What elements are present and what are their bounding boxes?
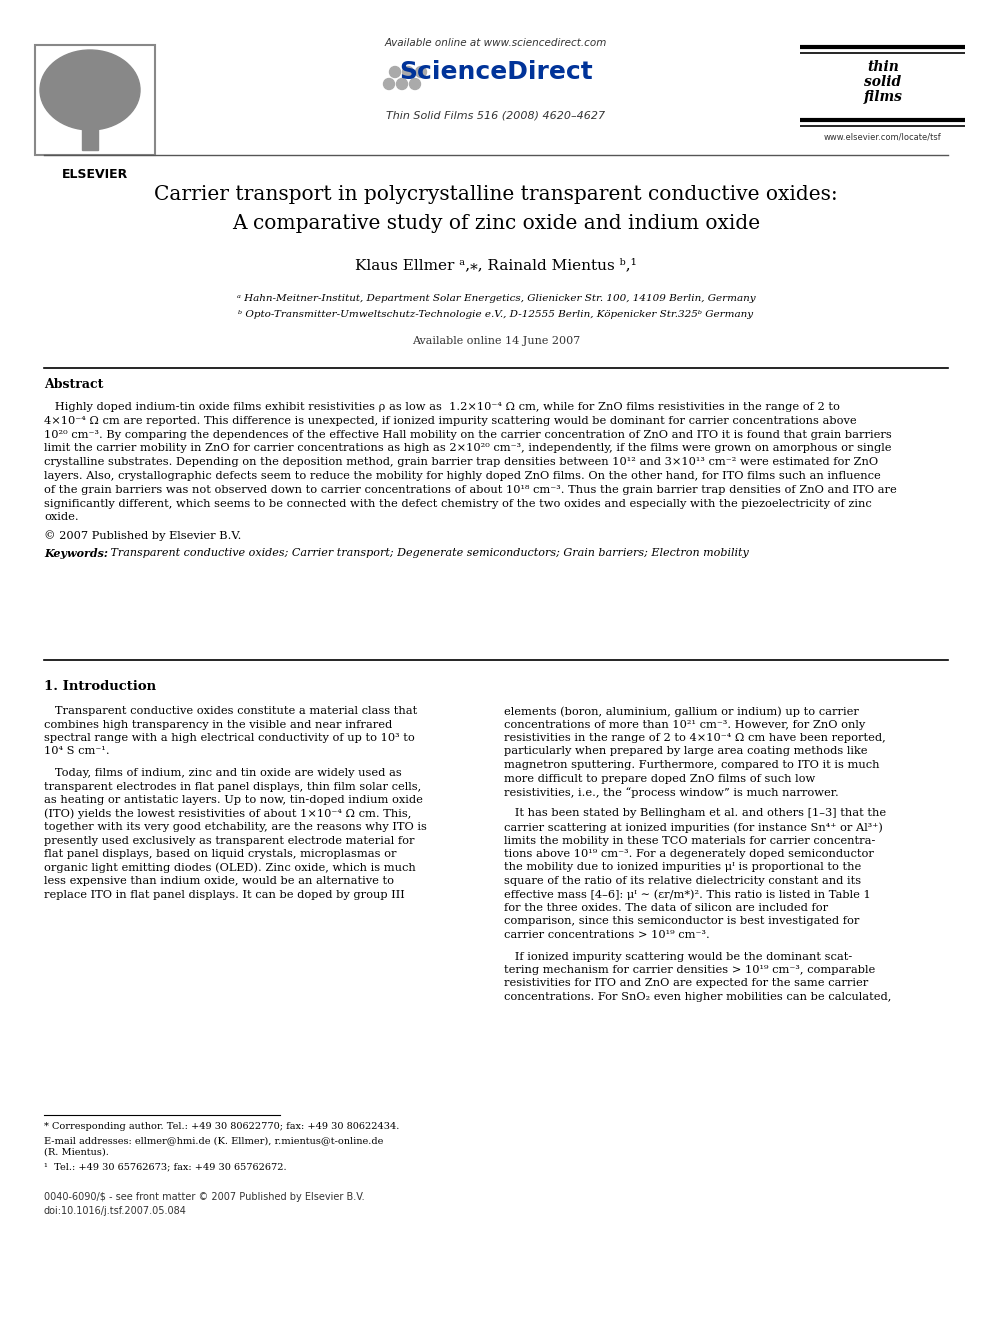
Circle shape	[410, 78, 421, 90]
Text: Highly doped indium-tin oxide films exhibit resistivities ρ as low as  1.2×10⁻⁴ : Highly doped indium-tin oxide films exhi…	[44, 402, 840, 411]
Text: 10⁴ S cm⁻¹.: 10⁴ S cm⁻¹.	[44, 746, 110, 757]
Circle shape	[403, 66, 414, 78]
Text: elements (boron, aluminium, gallium or indium) up to carrier: elements (boron, aluminium, gallium or i…	[504, 706, 859, 717]
Text: limit the carrier mobility in ZnO for carrier concentrations as high as 2×10²⁰ c: limit the carrier mobility in ZnO for ca…	[44, 443, 892, 454]
Text: concentrations. For SnO₂ even higher mobilities can be calculated,: concentrations. For SnO₂ even higher mob…	[504, 992, 892, 1002]
Text: ¹  Tel.: +49 30 65762673; fax: +49 30 65762672.: ¹ Tel.: +49 30 65762673; fax: +49 30 657…	[44, 1162, 287, 1171]
Text: transparent electrodes in flat panel displays, thin film solar cells,: transparent electrodes in flat panel dis…	[44, 782, 422, 791]
Text: magnetron sputtering. Furthermore, compared to ITO it is much: magnetron sputtering. Furthermore, compa…	[504, 759, 880, 770]
Text: 1. Introduction: 1. Introduction	[44, 680, 156, 693]
Text: Transparent conductive oxides; Carrier transport; Degenerate semiconductors; Gra: Transparent conductive oxides; Carrier t…	[107, 548, 749, 558]
Text: ELSEVIER: ELSEVIER	[62, 168, 128, 181]
Text: significantly different, which seems to be connected with the defect chemistry o: significantly different, which seems to …	[44, 499, 872, 508]
Circle shape	[390, 66, 401, 78]
Text: tions above 10¹⁹ cm⁻³. For a degenerately doped semiconductor: tions above 10¹⁹ cm⁻³. For a degeneratel…	[504, 849, 874, 859]
Text: replace ITO in flat panel displays. It can be doped by group III: replace ITO in flat panel displays. It c…	[44, 889, 405, 900]
Text: resistivities, i.e., the “process window” is much narrower.: resistivities, i.e., the “process window…	[504, 787, 839, 798]
Text: carrier scattering at ionized impurities (for instance Sn⁴⁺ or Al³⁺): carrier scattering at ionized impurities…	[504, 822, 883, 832]
Text: for the three oxides. The data of silicon are included for: for the three oxides. The data of silico…	[504, 904, 828, 913]
Text: particularly when prepared by large area coating methods like: particularly when prepared by large area…	[504, 746, 867, 757]
Text: less expensive than indium oxide, would be an alternative to: less expensive than indium oxide, would …	[44, 876, 394, 886]
Text: Carrier transport in polycrystalline transparent conductive oxides:: Carrier transport in polycrystalline tra…	[154, 185, 838, 204]
Text: effective mass [4–6]: μᴵ ∼ (εr/m*)². This ratio is listed in Table 1: effective mass [4–6]: μᴵ ∼ (εr/m*)². Thi…	[504, 889, 871, 900]
Text: 4×10⁻⁴ Ω cm are reported. This difference is unexpected, if ionized impurity sca: 4×10⁻⁴ Ω cm are reported. This differenc…	[44, 415, 857, 426]
Circle shape	[416, 66, 427, 78]
Text: spectral range with a high electrical conductivity of up to 10³ to: spectral range with a high electrical co…	[44, 733, 415, 744]
Text: oxide.: oxide.	[44, 512, 78, 523]
Text: the mobility due to ionized impurities μᴵ is proportional to the: the mobility due to ionized impurities μ…	[504, 863, 861, 872]
Bar	[35, 45, 155, 155]
Text: Available online at www.sciencedirect.com: Available online at www.sciencedirect.co…	[385, 38, 607, 48]
Text: resistivities for ITO and ZnO are expected for the same carrier: resistivities for ITO and ZnO are expect…	[504, 979, 868, 988]
Text: If ionized impurity scattering would be the dominant scat-: If ionized impurity scattering would be …	[504, 951, 852, 962]
Text: concentrations of more than 10²¹ cm⁻³. However, for ZnO only: concentrations of more than 10²¹ cm⁻³. H…	[504, 720, 865, 729]
Text: as heating or antistatic layers. Up to now, tin-doped indium oxide: as heating or antistatic layers. Up to n…	[44, 795, 423, 804]
Text: comparison, since this semiconductor is best investigated for: comparison, since this semiconductor is …	[504, 917, 859, 926]
Text: A comparative study of zinc oxide and indium oxide: A comparative study of zinc oxide and in…	[232, 214, 760, 233]
Text: 0040-6090/$ - see front matter © 2007 Published by Elsevier B.V.: 0040-6090/$ - see front matter © 2007 Pu…	[44, 1192, 365, 1203]
Text: (R. Mientus).: (R. Mientus).	[44, 1148, 109, 1158]
Text: Transparent conductive oxides constitute a material class that: Transparent conductive oxides constitute…	[44, 706, 418, 716]
Text: ᵇ Opto-Transmitter-Umweltschutz-Technologie e.V., D-12555 Berlin, Köpenicker Str: ᵇ Opto-Transmitter-Umweltschutz-Technolo…	[238, 310, 754, 319]
Text: Available online 14 June 2007: Available online 14 June 2007	[412, 336, 580, 347]
Text: organic light emitting diodes (OLED). Zinc oxide, which is much: organic light emitting diodes (OLED). Zi…	[44, 863, 416, 873]
Text: resistivities in the range of 2 to 4×10⁻⁴ Ω cm have been reported,: resistivities in the range of 2 to 4×10⁻…	[504, 733, 886, 744]
Circle shape	[397, 78, 408, 90]
Text: Keywords:: Keywords:	[44, 548, 108, 560]
Circle shape	[384, 78, 395, 90]
Text: of the grain barriers was not observed down to carrier concentrations of about 1: of the grain barriers was not observed d…	[44, 484, 897, 495]
Text: 10²⁰ cm⁻³. By comparing the dependences of the effective Hall mobility on the ca: 10²⁰ cm⁻³. By comparing the dependences …	[44, 430, 892, 439]
Text: www.elsevier.com/locate/tsf: www.elsevier.com/locate/tsf	[824, 132, 941, 142]
Text: It has been stated by Bellingham et al. and others [1–3] that the: It has been stated by Bellingham et al. …	[504, 808, 886, 819]
Text: layers. Also, crystallographic defects seem to reduce the mobility for highly do: layers. Also, crystallographic defects s…	[44, 471, 881, 482]
Text: together with its very good etchability, are the reasons why ITO is: together with its very good etchability,…	[44, 822, 427, 832]
Text: square of the ratio of its relative dielectricity constant and its: square of the ratio of its relative diel…	[504, 876, 861, 886]
Text: doi:10.1016/j.tsf.2007.05.084: doi:10.1016/j.tsf.2007.05.084	[44, 1207, 186, 1216]
Text: E-mail addresses: ellmer@hmi.de (K. Ellmer), r.mientus@t-online.de: E-mail addresses: ellmer@hmi.de (K. Ellm…	[44, 1136, 383, 1144]
Ellipse shape	[40, 50, 140, 130]
Text: crystalline substrates. Depending on the deposition method, grain barrier trap d: crystalline substrates. Depending on the…	[44, 458, 878, 467]
Text: Thin Solid Films 516 (2008) 4620–4627: Thin Solid Films 516 (2008) 4620–4627	[387, 110, 605, 120]
Text: presently used exclusively as transparent electrode material for: presently used exclusively as transparen…	[44, 836, 415, 845]
Text: ScienceDirect: ScienceDirect	[399, 60, 593, 83]
Text: carrier concentrations > 10¹⁹ cm⁻³.: carrier concentrations > 10¹⁹ cm⁻³.	[504, 930, 709, 941]
Text: combines high transparency in the visible and near infrared: combines high transparency in the visibl…	[44, 720, 392, 729]
Text: Klaus Ellmer ᵃ,⁎, Rainald Mientus ᵇ,¹: Klaus Ellmer ᵃ,⁎, Rainald Mientus ᵇ,¹	[355, 258, 637, 273]
Text: * Corresponding author. Tel.: +49 30 80622770; fax: +49 30 80622434.: * Corresponding author. Tel.: +49 30 806…	[44, 1122, 400, 1131]
Text: ᵃ Hahn-Meitner-Institut, Department Solar Energetics, Glienicker Str. 100, 14109: ᵃ Hahn-Meitner-Institut, Department Sola…	[237, 294, 755, 303]
Text: flat panel displays, based on liquid crystals, microplasmas or: flat panel displays, based on liquid cry…	[44, 849, 397, 859]
Text: thin
solid
films: thin solid films	[864, 60, 903, 105]
Text: Abstract: Abstract	[44, 378, 103, 392]
Text: tering mechanism for carrier densities > 10¹⁹ cm⁻³, comparable: tering mechanism for carrier densities >…	[504, 964, 875, 975]
Text: © 2007 Published by Elsevier B.V.: © 2007 Published by Elsevier B.V.	[44, 531, 241, 541]
Text: more difficult to prepare doped ZnO films of such low: more difficult to prepare doped ZnO film…	[504, 774, 815, 783]
Bar	[82, 124, 98, 149]
Text: limits the mobility in these TCO materials for carrier concentra-: limits the mobility in these TCO materia…	[504, 836, 875, 845]
Text: (ITO) yields the lowest resistivities of about 1×10⁻⁴ Ω cm. This,: (ITO) yields the lowest resistivities of…	[44, 808, 412, 819]
Text: Today, films of indium, zinc and tin oxide are widely used as: Today, films of indium, zinc and tin oxi…	[44, 767, 402, 778]
